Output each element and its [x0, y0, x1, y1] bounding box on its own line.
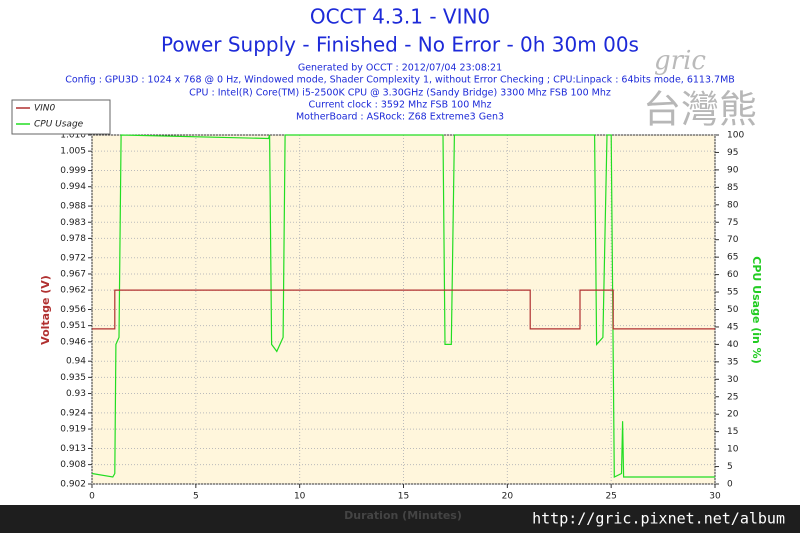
- y-tick-label: 0.962: [60, 286, 86, 296]
- y-tick-label: 0.924: [60, 408, 86, 418]
- y2-tick-label: 25: [727, 392, 738, 402]
- y-tick-label: 0.999: [60, 166, 86, 176]
- y2-tick-label: 40: [727, 340, 739, 350]
- chart-title: OCCT 4.3.1 - VIN0: [310, 5, 490, 29]
- y-tick-label: 0.994: [60, 182, 86, 192]
- y-tick-label: 0.978: [60, 234, 86, 244]
- series-line: [92, 289, 715, 330]
- info-line: Config : GPU3D : 1024 x 768 @ 0 Hz, Wind…: [65, 75, 735, 86]
- legend-box: [11, 99, 111, 135]
- y2-tick-label: 95: [727, 148, 738, 158]
- y2-tick-label: 65: [727, 253, 738, 263]
- y2-tick-label: 90: [727, 165, 739, 175]
- x-tick-label: 0: [89, 492, 95, 502]
- y2-tick-label: 10: [727, 445, 739, 455]
- y-tick-label: 0.967: [60, 269, 86, 279]
- x-tick-label: 10: [294, 492, 306, 502]
- chart-subtitle: Power Supply - Finished - No Error - 0h …: [161, 33, 639, 57]
- y-tick-label: 0.908: [60, 460, 86, 470]
- watermark: gric: [654, 46, 706, 76]
- y-tick-label: 0.913: [60, 444, 86, 454]
- footer-bar: [0, 505, 800, 533]
- x-axis-label: Duration (Minutes): [344, 509, 462, 522]
- y-tick-label: 0.951: [60, 321, 86, 331]
- y2-tick-label: 80: [727, 200, 739, 210]
- y-tick-label: 0.983: [60, 218, 86, 228]
- y-tick-label: 1.005: [60, 147, 86, 157]
- legend-label: VIN0: [34, 104, 56, 114]
- y2-tick-label: 30: [727, 375, 739, 385]
- y2-tick-label: 100: [727, 131, 744, 141]
- y2-tick-label: 70: [727, 235, 739, 245]
- y2-tick-label: 85: [727, 183, 738, 193]
- x-tick-label: 15: [398, 492, 409, 502]
- y2-tick-label: 45: [727, 322, 738, 332]
- y-tick-label: 0.93: [66, 389, 86, 399]
- y2-tick-label: 60: [727, 270, 739, 280]
- y-tick-label: 0.902: [60, 480, 86, 490]
- x-tick-label: 20: [502, 492, 514, 502]
- legend: VIN0 CPU Usage: [11, 99, 111, 135]
- y2-tick-label: 5: [727, 462, 733, 472]
- series-line: [91, 134, 715, 478]
- y-tick-label: 0.94: [66, 357, 86, 367]
- watermark: 台灣熊: [643, 88, 757, 132]
- x-tick-label: 5: [193, 492, 199, 502]
- y2-tick-label: 15: [727, 427, 738, 437]
- y-tick-label: 0.956: [60, 305, 86, 315]
- y2-tick-label: 55: [727, 288, 738, 298]
- y-tick-label: 0.972: [60, 253, 86, 263]
- info-line: Generated by OCCT : 2012/07/04 23:08:21: [298, 63, 502, 74]
- y2-axis-label: CPU Usage (in %): [750, 256, 763, 363]
- y-tick-label: 1.010: [60, 131, 86, 141]
- y-tick-label: 0.946: [60, 337, 86, 347]
- y-tick-label: 0.919: [60, 425, 86, 435]
- y-tick-label: 0.988: [60, 202, 86, 212]
- x-tick-label: 30: [709, 492, 721, 502]
- y-tick-label: 0.935: [60, 373, 86, 383]
- info-line: MotherBoard : ASRock: Z68 Extreme3 Gen3: [296, 112, 504, 123]
- y2-tick-label: 35: [727, 357, 738, 367]
- y2-tick-label: 50: [727, 305, 739, 315]
- y2-tick-label: 0: [727, 480, 733, 490]
- watermark-url: http://gric.pixnet.net/album: [532, 510, 785, 528]
- x-tick-label: 25: [605, 492, 616, 502]
- legend-label: CPU Usage: [34, 120, 84, 130]
- info-line: CPU : Intel(R) Core(TM) i5-2500K CPU @ 3…: [189, 88, 611, 99]
- y-axis-label: Voltage (V): [39, 275, 52, 345]
- y2-tick-label: 20: [727, 410, 739, 420]
- info-line: Current clock : 3592 Mhz FSB 100 Mhz: [309, 100, 492, 111]
- y2-tick-label: 75: [727, 218, 738, 228]
